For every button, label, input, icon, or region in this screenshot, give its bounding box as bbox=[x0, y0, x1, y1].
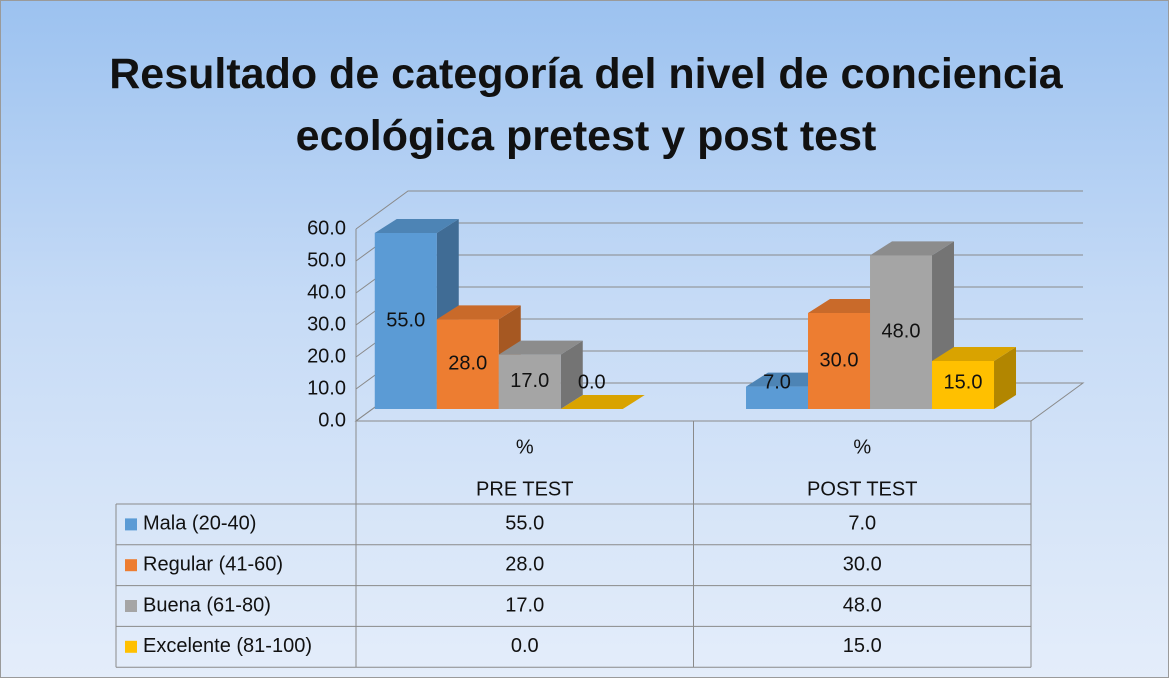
y-tick-label: 20.0 bbox=[307, 345, 346, 367]
x-tick-label: % bbox=[853, 436, 871, 458]
data-label: 48.0 bbox=[882, 320, 921, 342]
y-tick-label: 0.0 bbox=[318, 409, 346, 431]
bar bbox=[436, 319, 499, 409]
bar-top bbox=[870, 241, 955, 256]
bar-top bbox=[498, 340, 583, 355]
legend-swatch bbox=[125, 559, 137, 572]
legend-swatch bbox=[125, 640, 137, 653]
bar bbox=[374, 233, 437, 409]
legend-label: Mala (20-40) bbox=[143, 513, 256, 535]
x-tick-label: % bbox=[516, 436, 534, 458]
bar-top bbox=[932, 347, 1017, 361]
table-cell: 15.0 bbox=[843, 635, 882, 657]
y-tick-label: 40.0 bbox=[307, 281, 346, 303]
data-label: 15.0 bbox=[944, 371, 983, 393]
table-cell: 30.0 bbox=[843, 553, 882, 575]
bar bbox=[932, 361, 995, 409]
table-cell: 0.0 bbox=[511, 635, 539, 657]
data-label: 28.0 bbox=[448, 352, 487, 374]
data-label: 7.0 bbox=[763, 371, 791, 393]
chart-title: Resultado de categoría del nivel de conc… bbox=[109, 50, 1063, 160]
bar bbox=[808, 313, 871, 409]
table-cell: 55.0 bbox=[505, 513, 544, 535]
y-tick-label: 60.0 bbox=[307, 217, 346, 239]
legend-label: Regular (41-60) bbox=[143, 553, 283, 575]
bar-top bbox=[560, 395, 645, 409]
table-cell: 48.0 bbox=[843, 594, 882, 616]
legend-label: Excelente (81-100) bbox=[143, 635, 312, 657]
data-label: 55.0 bbox=[386, 309, 425, 331]
bar-side bbox=[560, 340, 583, 409]
table-cell: 28.0 bbox=[505, 553, 544, 575]
y-tick-label: 30.0 bbox=[307, 313, 346, 335]
bar-side bbox=[994, 347, 1017, 409]
x-tick-label: POST TEST bbox=[807, 478, 917, 500]
table-cell: 7.0 bbox=[848, 513, 876, 535]
legend-swatch bbox=[125, 518, 137, 531]
bar bbox=[746, 386, 809, 409]
bar-top bbox=[436, 305, 521, 320]
data-label: 0.0 bbox=[578, 371, 606, 393]
bar-top bbox=[374, 219, 459, 233]
y-tick-label: 50.0 bbox=[307, 249, 346, 271]
bar bbox=[498, 354, 561, 409]
bar bbox=[870, 255, 933, 409]
legend-label: Buena (61-80) bbox=[143, 594, 271, 616]
y-tick-label: 10.0 bbox=[307, 377, 346, 399]
grid-line bbox=[355, 190, 1083, 230]
table-cell: 17.0 bbox=[505, 594, 544, 616]
x-tick-label: PRE TEST bbox=[476, 478, 573, 500]
data-label: 17.0 bbox=[510, 370, 549, 392]
legend-swatch bbox=[125, 600, 137, 612]
data-label: 30.0 bbox=[820, 349, 859, 371]
